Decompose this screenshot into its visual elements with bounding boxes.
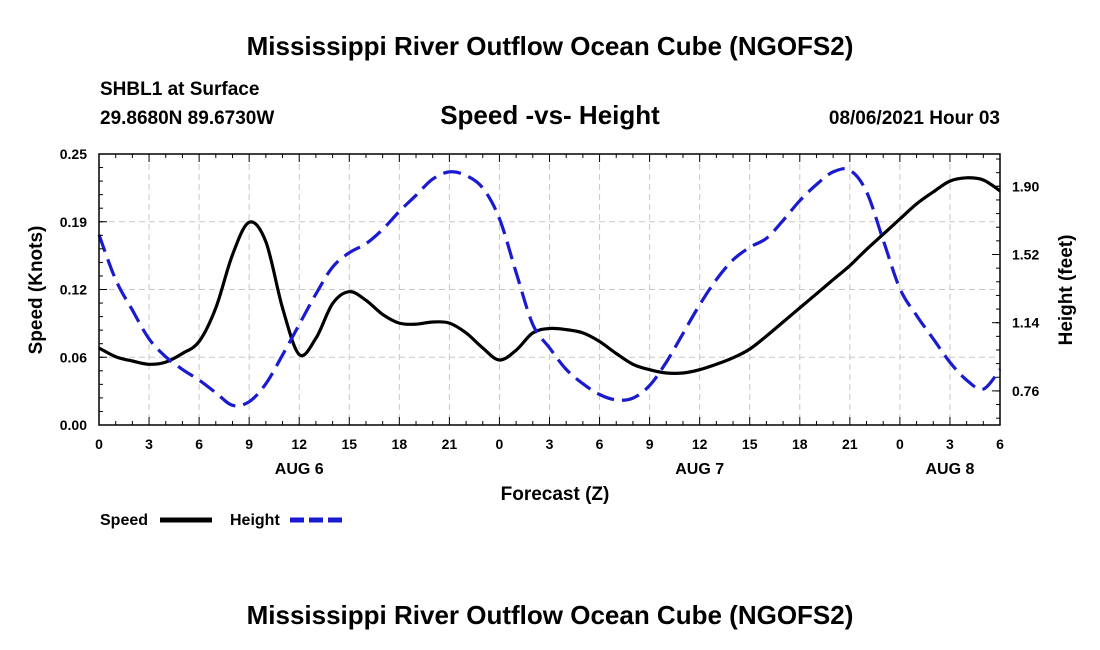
x-tick-label: 0 xyxy=(896,436,904,452)
x-tick-label: 6 xyxy=(596,436,604,452)
x-tick-label: 15 xyxy=(341,436,357,452)
y-right-tick-label: 0.76 xyxy=(1012,383,1039,399)
y-left-tick-label: 0.25 xyxy=(60,146,87,162)
x-tick-label: 0 xyxy=(95,436,103,452)
x-tick-label: 12 xyxy=(692,436,708,452)
legend-speed-label: Speed xyxy=(100,512,148,529)
x-tick-label: 15 xyxy=(742,436,758,452)
x-tick-label: 21 xyxy=(842,436,858,452)
station-label: SHBL1 at Surface xyxy=(100,79,259,100)
y-left-tick-label: 0.19 xyxy=(60,214,87,230)
legend: Speed Height xyxy=(100,512,342,529)
x-tick-label: 21 xyxy=(442,436,458,452)
forecast-datetime: 08/06/2021 Hour 03 xyxy=(829,108,1000,129)
x-tick-label: 0 xyxy=(496,436,504,452)
grid-lines xyxy=(99,154,1000,425)
y-left-tick-label: 0.06 xyxy=(60,349,87,365)
x-tick-label: 3 xyxy=(546,436,554,452)
axes: 0 3 6 9 12 15 18 21 0 3 6 9 12 15 18 21 0 3 6 AUG 6 AUG 7 AUG… xyxy=(60,146,1040,478)
x-tick-label: 12 xyxy=(291,436,307,452)
x-tick-label: 9 xyxy=(245,436,253,452)
day-label: AUG 6 xyxy=(275,461,324,478)
height-series-line xyxy=(97,167,1002,408)
day-label: AUG 7 xyxy=(675,461,724,478)
y-axis-right-label: Height (feet) xyxy=(1056,235,1077,346)
y-axis-left-label: Speed (Knots) xyxy=(26,226,47,355)
x-tick-label: 18 xyxy=(792,436,808,452)
chart-title: Mississippi River Outflow Ocean Cube (NG… xyxy=(247,31,854,61)
legend-height-label: Height xyxy=(230,512,280,529)
y-right-tick-label: 1.52 xyxy=(1012,247,1039,263)
speed-series-line xyxy=(98,176,1001,375)
plot-series xyxy=(97,167,1002,408)
footer-title: Mississippi River Outflow Ocean Cube (NG… xyxy=(247,600,854,630)
station-coords: 29.8680N 89.6730W xyxy=(100,108,274,129)
x-tick-label: 18 xyxy=(392,436,408,452)
x-tick-label: 3 xyxy=(946,436,954,452)
x-tick-label: 9 xyxy=(646,436,654,452)
y-right-tick-label: 1.14 xyxy=(1012,315,1039,331)
x-tick-label: 6 xyxy=(195,436,203,452)
chart-subtitle: Speed -vs- Height xyxy=(440,100,660,130)
day-label: AUG 8 xyxy=(925,461,974,478)
y-right-tick-label: 1.90 xyxy=(1012,178,1039,194)
x-axis-label: Forecast (Z) xyxy=(501,484,610,505)
y-left-tick-label: 0.12 xyxy=(60,282,87,298)
y-left-tick-label: 0.00 xyxy=(60,417,87,433)
x-tick-label: 6 xyxy=(996,436,1004,452)
x-tick-label: 3 xyxy=(145,436,153,452)
